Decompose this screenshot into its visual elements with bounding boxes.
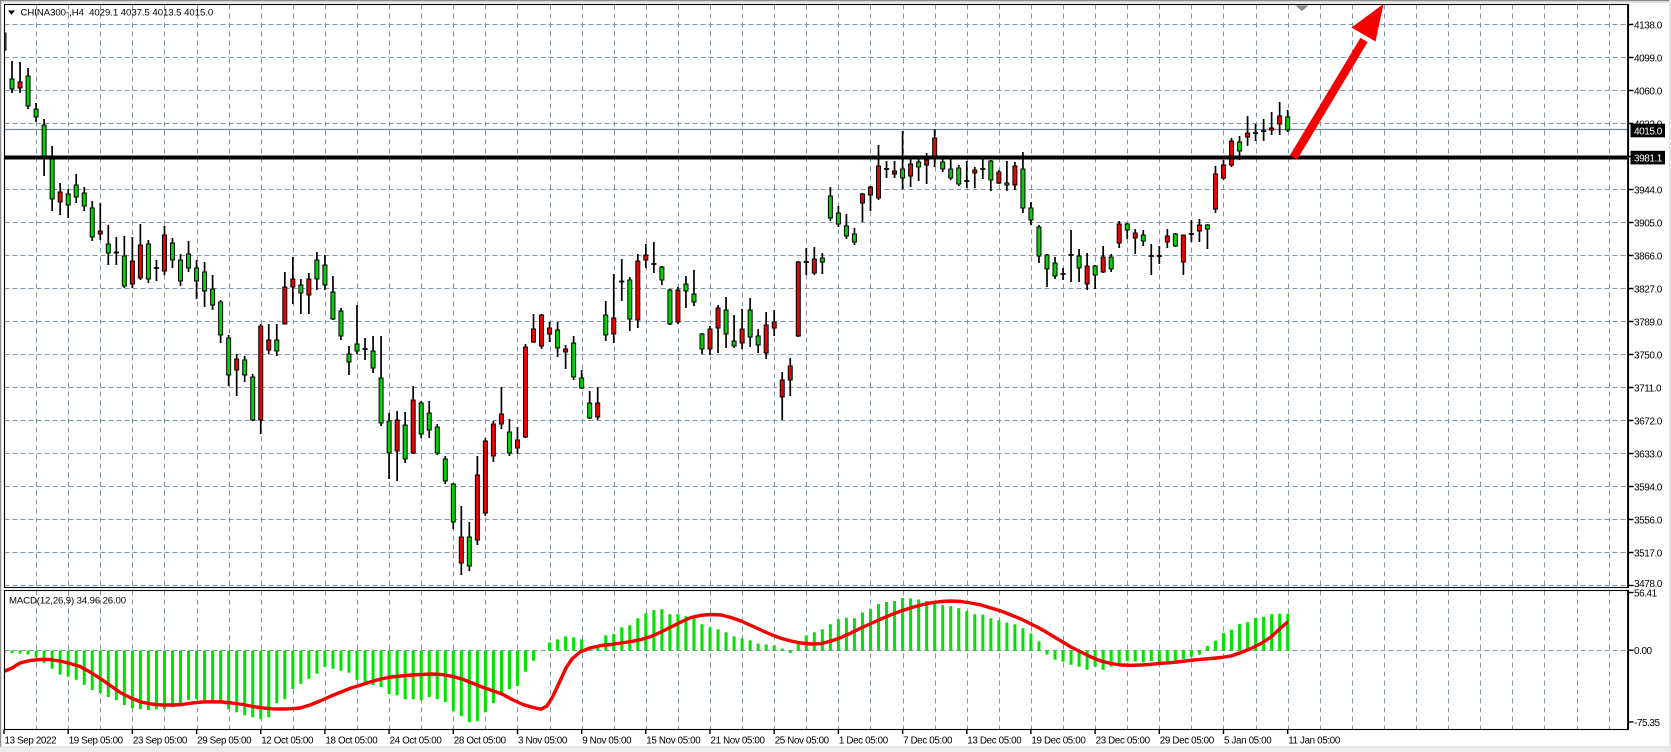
svg-text:9 Nov 05:00: 9 Nov 05:00 bbox=[582, 736, 632, 747]
svg-text:4015.0: 4015.0 bbox=[1634, 126, 1663, 137]
svg-text:28 Oct 05:00: 28 Oct 05:00 bbox=[454, 736, 507, 747]
svg-text:7 Dec 05:00: 7 Dec 05:00 bbox=[903, 736, 953, 747]
svg-text:29 Dec 05:00: 29 Dec 05:00 bbox=[1160, 736, 1215, 747]
svg-text:1 Dec 05:00: 1 Dec 05:00 bbox=[839, 736, 889, 747]
svg-text:3594.0: 3594.0 bbox=[1634, 482, 1663, 493]
svg-text:3905.0: 3905.0 bbox=[1634, 218, 1663, 229]
svg-text:4060.0: 4060.0 bbox=[1634, 86, 1663, 97]
svg-text:3944.0: 3944.0 bbox=[1634, 185, 1663, 196]
svg-text:3672.0: 3672.0 bbox=[1634, 416, 1663, 427]
svg-text:23 Dec 05:00: 23 Dec 05:00 bbox=[1096, 736, 1151, 747]
svg-text:12 Oct 05:00: 12 Oct 05:00 bbox=[261, 736, 314, 747]
svg-text:4099.0: 4099.0 bbox=[1634, 53, 1663, 64]
svg-text:15 Nov 05:00: 15 Nov 05:00 bbox=[646, 736, 701, 747]
svg-text:3750.0: 3750.0 bbox=[1634, 350, 1663, 361]
svg-text:19 Dec 05:00: 19 Dec 05:00 bbox=[1031, 736, 1086, 747]
svg-text:-75.35: -75.35 bbox=[1634, 718, 1661, 729]
svg-text:3633.0: 3633.0 bbox=[1634, 449, 1663, 460]
svg-text:25 Nov 05:00: 25 Nov 05:00 bbox=[775, 736, 830, 747]
svg-text:21 Nov 05:00: 21 Nov 05:00 bbox=[711, 736, 766, 747]
svg-text:29 Sep 05:00: 29 Sep 05:00 bbox=[197, 736, 252, 747]
svg-text:3556.0: 3556.0 bbox=[1634, 515, 1663, 526]
svg-text:3478.0: 3478.0 bbox=[1634, 579, 1663, 590]
svg-text:18 Oct 05:00: 18 Oct 05:00 bbox=[325, 736, 378, 747]
svg-text:CHINA300-,H4 4029.1 4037.5 40: CHINA300-,H4 4029.1 4037.5 4013.5 4015.0 bbox=[21, 8, 214, 19]
svg-text:56.41: 56.41 bbox=[1634, 588, 1658, 599]
svg-text:11 Jan 05:00: 11 Jan 05:00 bbox=[1288, 736, 1341, 747]
svg-text:0.00: 0.00 bbox=[1634, 646, 1653, 657]
svg-text:3 Nov 05:00: 3 Nov 05:00 bbox=[518, 736, 568, 747]
svg-text:24 Oct 05:00: 24 Oct 05:00 bbox=[390, 736, 443, 747]
svg-text:MACD(12,26,9) 34.96 26.00: MACD(12,26,9) 34.96 26.00 bbox=[9, 596, 126, 607]
svg-text:3789.0: 3789.0 bbox=[1634, 317, 1663, 328]
svg-text:3827.0: 3827.0 bbox=[1634, 284, 1663, 295]
svg-text:4138.0: 4138.0 bbox=[1634, 20, 1663, 31]
svg-text:19 Sep 05:00: 19 Sep 05:00 bbox=[69, 736, 124, 747]
svg-text:3711.0: 3711.0 bbox=[1634, 383, 1662, 394]
svg-text:3981.1: 3981.1 bbox=[1634, 153, 1663, 164]
svg-text:3866.0: 3866.0 bbox=[1634, 251, 1663, 262]
svg-text:5 Jan 05:00: 5 Jan 05:00 bbox=[1224, 736, 1272, 747]
svg-text:13 Sep 2022: 13 Sep 2022 bbox=[5, 736, 57, 747]
svg-text:23 Sep 05:00: 23 Sep 05:00 bbox=[133, 736, 188, 747]
svg-text:13 Dec 05:00: 13 Dec 05:00 bbox=[967, 736, 1022, 747]
svg-text:3517.0: 3517.0 bbox=[1634, 548, 1663, 559]
